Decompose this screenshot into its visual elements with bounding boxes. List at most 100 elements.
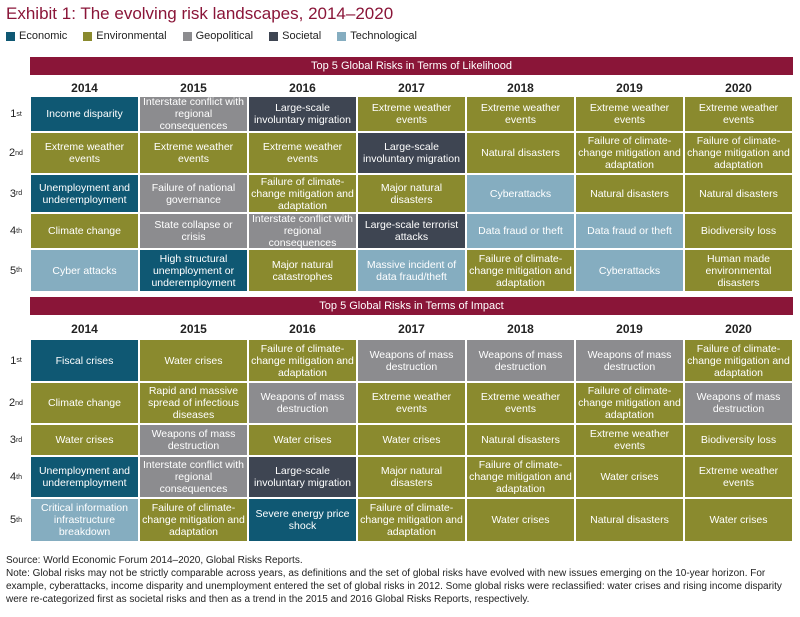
legend-item-economic: Economic [6,30,67,42]
risk-cell: Failure of national governance [139,174,248,213]
risk-cell: Failure of climate-change mitigation and… [466,456,575,498]
rank-suffix: th [16,516,22,524]
rank-number: 5 [10,514,17,526]
rank-suffix: nd [15,399,23,407]
risk-cell: Biodiversity loss [684,424,793,456]
legend-swatch [182,31,192,41]
year-header: 2015 [180,81,207,95]
year-header: 2017 [398,322,425,336]
year-header: 2016 [289,322,316,336]
risk-cell: Extreme weather events [248,132,357,174]
year-header: 2014 [71,81,98,95]
risk-cell: Failure of climate-change mitigation and… [357,498,466,542]
risk-cell: Failure of climate-change mitigation and… [248,339,357,382]
risk-cell: Extreme weather events [466,382,575,424]
risk-cell: Extreme weather events [357,382,466,424]
rank-suffix: th [16,267,22,274]
risk-cell: Human made environmental disasters [684,249,793,292]
rank-suffix: nd [15,149,23,157]
source-note: Source: World Economic Forum 2014–2020, … [6,555,303,566]
risk-cell: Major natural disasters [357,174,466,213]
rank-number: 4 [10,471,17,483]
year-header: 2017 [398,81,425,95]
risk-cell: Cyberattacks [466,174,575,213]
risk-cell: Extreme weather events [684,456,793,498]
risk-cell: Fiscal crises [30,339,139,382]
risk-cell: Income disparity [30,96,139,132]
footnote: Note: Global risks may not be strictly c… [6,568,782,605]
legend-label: Environmental [96,30,167,42]
risk-cell: Weapons of mass destruction [684,382,793,424]
risk-cell: Natural disasters [575,498,684,542]
legend: Economic Environmental Geopolitical Societa… [6,30,417,42]
risk-cell: Natural disasters [466,132,575,174]
rank-number: 1 [10,354,17,367]
risk-cell: State collapse or crisis [139,213,248,249]
risk-cell: Unemployment and underemployment [30,456,139,498]
risk-cell: Cyberattacks [575,249,684,292]
risk-cell: Data fraud or theft [575,213,684,249]
rank-number: 4 [10,225,17,237]
rank-number: 2 [9,397,16,409]
risk-cell: Weapons of mass destruction [248,382,357,424]
risk-cell: Rapid and massive spread of infectious d… [139,382,248,424]
risk-cell: Severe energy price shock [248,498,357,542]
risk-cell: Failure of climate-change mitigation and… [684,132,793,174]
year-header: 2016 [289,81,316,95]
rank-suffix: th [16,473,22,481]
risk-cell: Climate change [30,382,139,424]
risk-cell: Water crises [684,498,793,542]
risk-cell: Massive incident of data fraud/theft [357,249,466,292]
risk-cell: Major natural disasters [357,456,466,498]
risk-cell: Cyber attacks [30,249,139,292]
risk-cell: Climate change [30,213,139,249]
legend-label: Societal [282,30,322,42]
legend-item-geopolitical: Geopolitical [182,30,254,42]
risk-cell: High structural unemployment or underemp… [139,249,248,292]
risk-cell: Data fraud or theft [466,213,575,249]
year-header: 2018 [507,81,534,95]
risk-cell: Natural disasters [684,174,793,213]
risk-cell: Natural disasters [575,174,684,213]
legend-swatch [269,31,279,41]
legend-label: Geopolitical [195,30,254,42]
risk-cell: Large-scale involuntary migration [357,132,466,174]
table-banner: Top 5 Global Risks in Terms of Impact [30,297,793,315]
risk-cell: Major natural catastrophes [248,249,357,292]
risk-cell: Water crises [248,424,357,456]
risk-cell: Failure of climate-change mitigation and… [248,174,357,213]
rank-suffix: st [16,110,22,118]
year-header: 2020 [725,81,752,95]
year-header: 2018 [507,322,534,336]
risk-cell: Extreme weather events [575,96,684,132]
risk-cell: Extreme weather events [139,132,248,174]
year-header: 2020 [725,322,752,336]
legend-item-environmental: Environmental [83,30,167,42]
risk-cell: Biodiversity loss [684,213,793,249]
risk-cell: Water crises [575,456,684,498]
risk-cell: Interstate conflict with regional conseq… [139,96,248,132]
risk-cell: Extreme weather events [684,96,793,132]
risk-cell: Extreme weather events [466,96,575,132]
risk-cell: Extreme weather events [575,424,684,456]
rank-number: 1 [10,108,17,120]
risk-cell: Interstate conflict with regional conseq… [139,456,248,498]
risk-cell: Critical information infrastructure brea… [30,498,139,542]
risk-cell: Large-scale involuntary migration [248,96,357,132]
rank-suffix: th [16,227,22,235]
year-header: 2019 [616,81,643,95]
notes: Source: World Economic Forum 2014–2020, … [6,554,796,606]
risk-cell: Large-scale terrorist attacks [357,213,466,249]
legend-item-technological: Technological [337,30,417,42]
risk-cell: Extreme weather events [357,96,466,132]
risk-cell: Failure of climate-change mitigation and… [139,498,248,542]
risk-cell: Weapons of mass destruction [575,339,684,382]
legend-swatch [6,31,15,41]
